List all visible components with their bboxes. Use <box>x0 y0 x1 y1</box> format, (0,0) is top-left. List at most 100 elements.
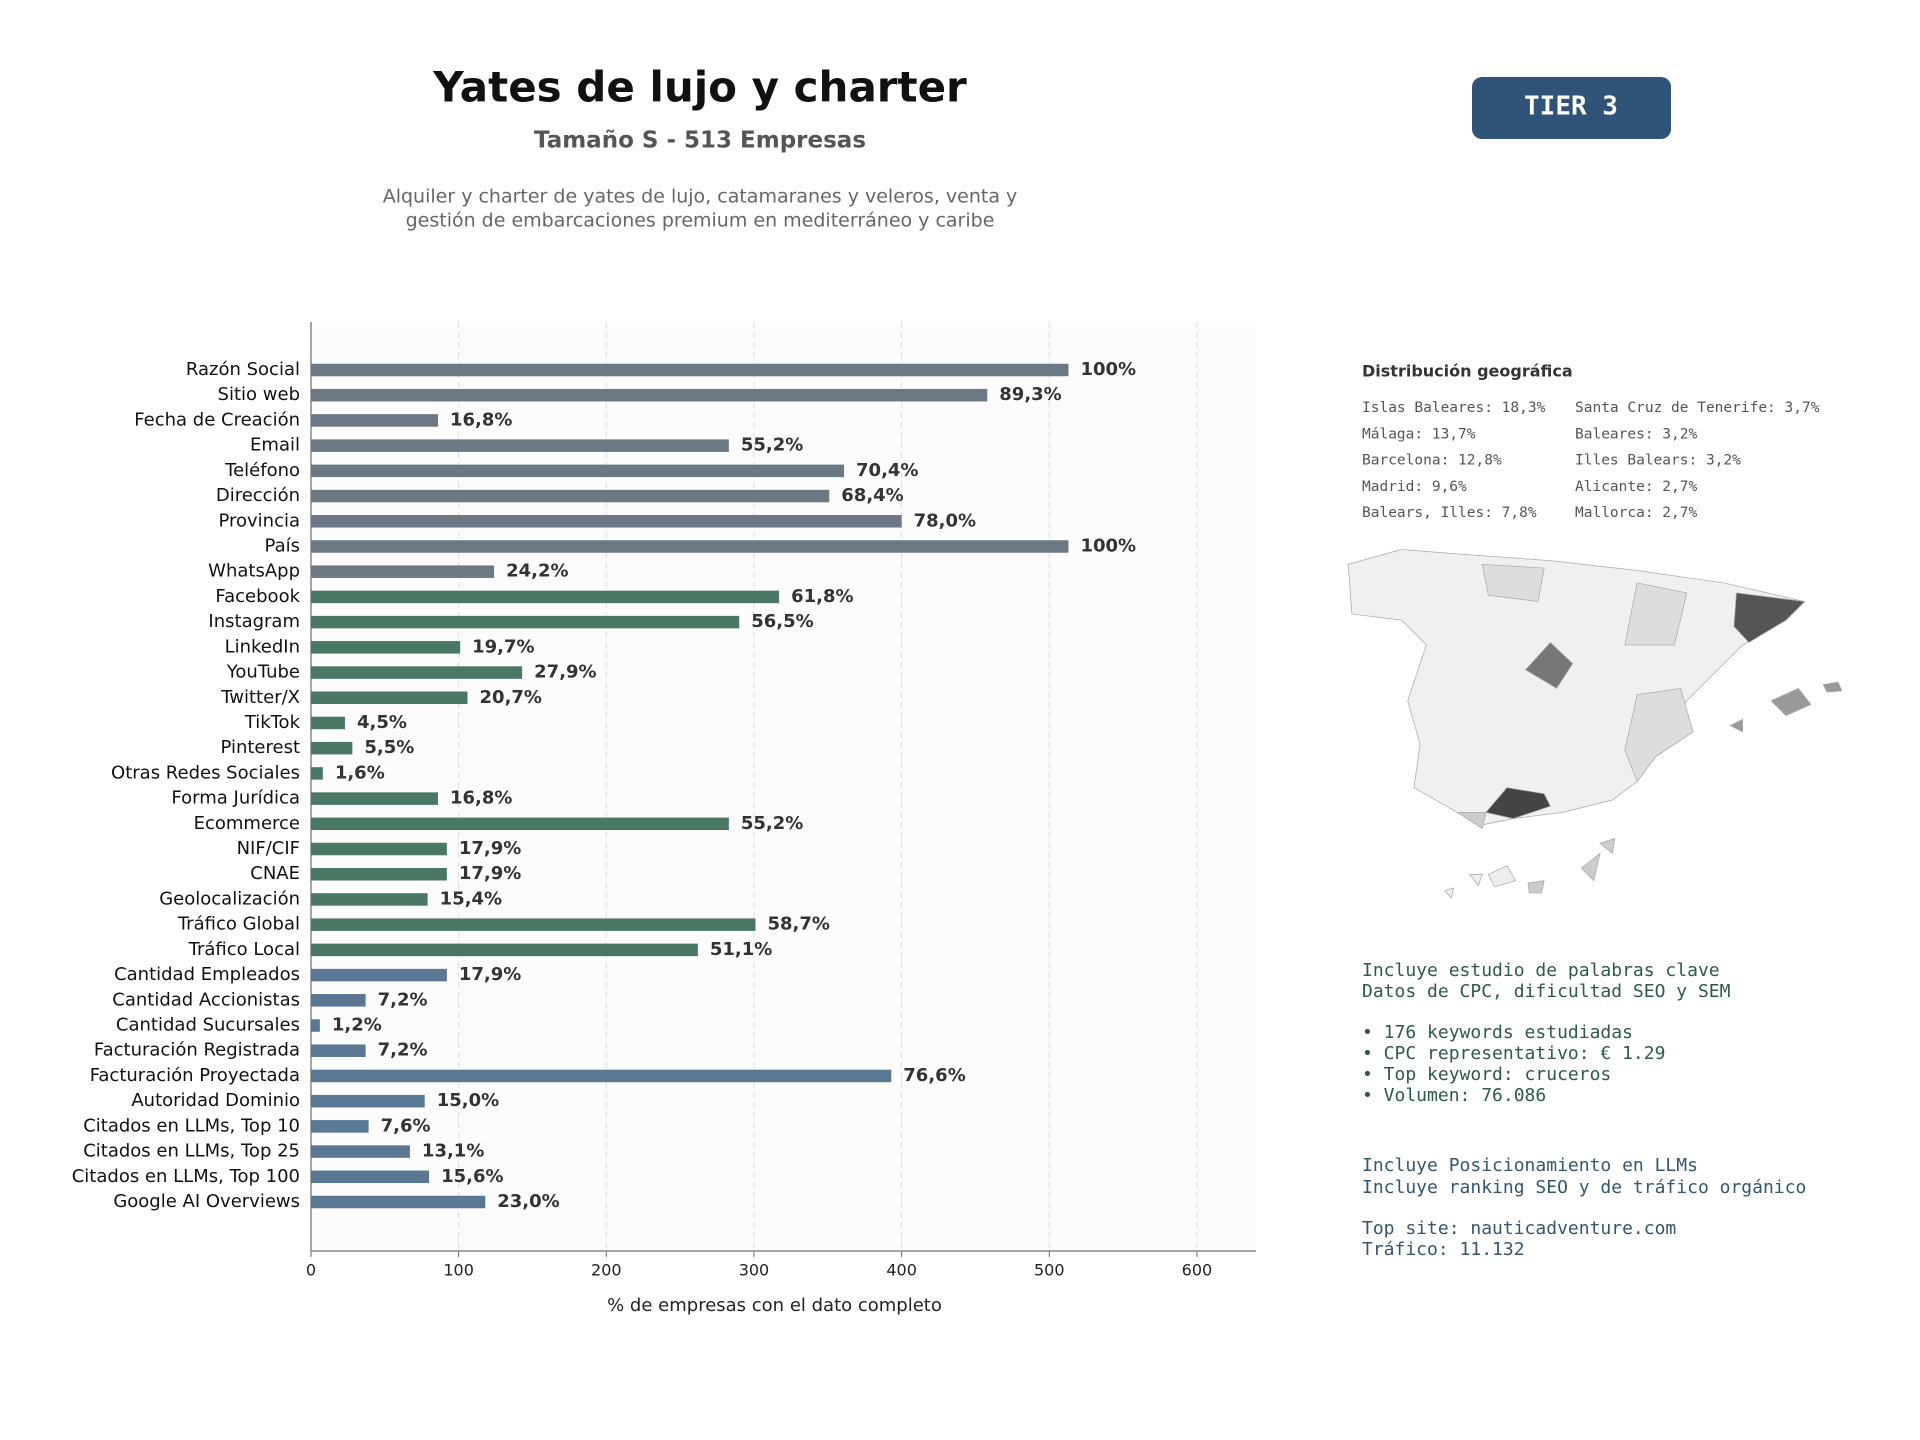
value-label: 76,6% <box>903 1065 965 1086</box>
badge <box>1472 77 1671 139</box>
bar <box>311 615 740 629</box>
note-line: • 176 keywords estudiadas <box>1362 1022 1633 1043</box>
geo-item: Madrid: 9,6% <box>1362 479 1467 495</box>
y-tick-label: TikTok <box>244 712 301 733</box>
note-line: Top site: nauticadventure.com <box>1362 1218 1676 1239</box>
y-tick-label: Twitter/X <box>220 687 300 708</box>
y-tick-label: Instagram <box>208 611 300 632</box>
bar <box>311 691 468 705</box>
value-label: 55,2% <box>741 435 803 456</box>
value-label: 19,7% <box>472 636 534 657</box>
bar <box>311 439 729 452</box>
map-region <box>1524 641 1574 689</box>
description: gestión de embarcaciones premium en medi… <box>406 210 995 232</box>
x-axis-label: % de empresas con el dato completo <box>607 1295 942 1316</box>
y-tick-label: Dirección <box>216 485 300 506</box>
value-label: 15,6% <box>441 1166 503 1187</box>
y-tick-label: Teléfono <box>224 460 300 481</box>
value-label: 7,6% <box>381 1115 431 1136</box>
bar <box>311 918 756 931</box>
bar <box>311 464 845 478</box>
bar <box>311 893 428 906</box>
y-tick-label: Provincia <box>218 510 300 531</box>
geo-item: Santa Cruz de Tenerife: 3,7% <box>1575 400 1820 416</box>
map-region <box>1624 582 1688 646</box>
y-tick-label: Citados en LLMs, Top 25 <box>83 1141 300 1162</box>
value-label: 7,2% <box>378 989 428 1010</box>
map-mainland <box>1347 549 1806 826</box>
value-label: 5,5% <box>364 737 414 758</box>
geo-item: Illes Balears: 3,2% <box>1575 453 1741 469</box>
value-label: 100% <box>1080 535 1136 556</box>
value-label: 16,8% <box>450 409 512 430</box>
bar <box>311 666 523 679</box>
bar <box>311 1019 320 1032</box>
geo-title: Distribución geográfica <box>1362 362 1573 381</box>
bar <box>311 1195 486 1209</box>
x-tick-label: 500 <box>1034 1261 1065 1280</box>
map-region <box>1624 687 1694 783</box>
y-tick-label: Autoridad Dominio <box>131 1090 300 1111</box>
bar <box>311 867 447 881</box>
bar <box>311 1069 892 1083</box>
y-tick-label: Razón Social <box>186 359 300 380</box>
map-island <box>1487 865 1517 888</box>
y-tick-label: CNAE <box>250 863 300 884</box>
bar <box>311 1094 425 1108</box>
y-tick-label: Cantidad Empleados <box>114 964 300 985</box>
bar <box>311 1120 369 1133</box>
value-label: 4,5% <box>357 712 407 733</box>
value-label: 20,7% <box>480 687 542 708</box>
subtitle: Tamaño S - 513 Empresas <box>534 128 866 154</box>
geo-item: Baleares: 3,2% <box>1575 426 1697 442</box>
value-label: 27,9% <box>534 662 596 683</box>
badge-label: TIER 3 <box>1524 92 1618 122</box>
map-island <box>1770 687 1812 717</box>
value-label: 7,2% <box>378 1040 428 1061</box>
bar <box>311 590 780 604</box>
y-tick-label: Otras Redes Sociales <box>111 762 300 783</box>
bar <box>311 388 988 402</box>
value-label: 17,9% <box>459 838 521 859</box>
bar <box>311 842 447 856</box>
geo-item: Alicante: 2,7% <box>1575 479 1697 495</box>
bar <box>311 943 698 957</box>
y-tick-label: Sitio web <box>218 384 300 405</box>
x-tick-label: 300 <box>739 1261 770 1280</box>
y-tick-label: Facturación Registrada <box>94 1040 300 1061</box>
map-region <box>1485 787 1551 819</box>
value-label: 56,5% <box>751 611 813 632</box>
title: Yates de lujo y charter <box>432 63 967 112</box>
map-island <box>1822 681 1843 693</box>
value-label: 58,7% <box>767 914 829 935</box>
bar <box>311 968 447 982</box>
bar <box>311 515 902 528</box>
bar <box>311 1044 366 1057</box>
bar <box>311 716 345 730</box>
map-island <box>1444 887 1455 899</box>
bar <box>311 1145 410 1158</box>
value-label: 78,0% <box>914 510 976 531</box>
plot-area <box>311 322 1256 1251</box>
value-label: 23,0% <box>497 1191 559 1212</box>
bar <box>311 489 830 503</box>
geo-item: Málaga: 13,7% <box>1362 426 1476 442</box>
geo-item: Balears, Illes: 7,8% <box>1362 505 1537 521</box>
bar <box>311 641 461 654</box>
map <box>1347 549 1843 899</box>
geo-item: Barcelona: 12,8% <box>1362 453 1502 469</box>
bar <box>311 994 366 1007</box>
map-island <box>1580 852 1601 882</box>
bar <box>311 414 438 427</box>
map-island <box>1599 837 1616 855</box>
y-tick-label: Citados en LLMs, Top 10 <box>83 1115 300 1136</box>
y-tick-label: País <box>265 535 300 556</box>
value-label: 15,0% <box>437 1090 499 1111</box>
y-tick-label: Ecommerce <box>194 813 300 834</box>
value-label: 68,4% <box>841 485 903 506</box>
value-label: 16,8% <box>450 788 512 809</box>
bar <box>311 363 1069 377</box>
y-tick-label: Email <box>250 435 300 456</box>
y-tick-label: Citados en LLMs, Top 100 <box>72 1166 300 1187</box>
